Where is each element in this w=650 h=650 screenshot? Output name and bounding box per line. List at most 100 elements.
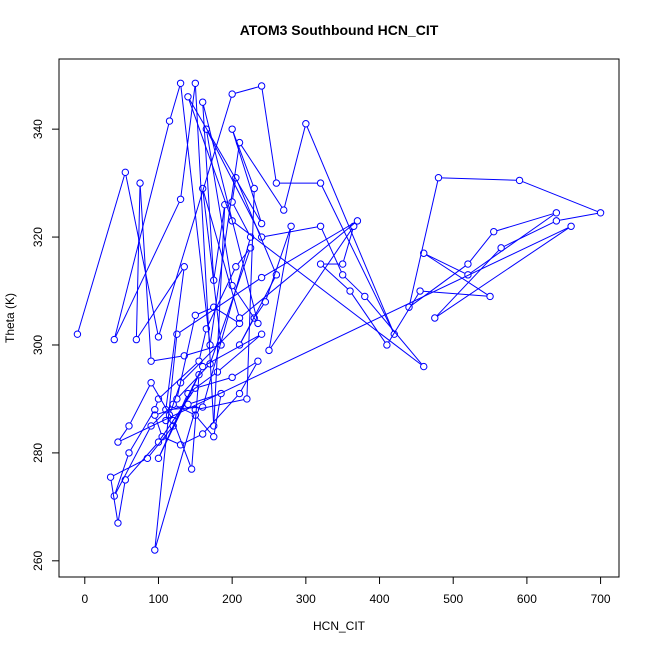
series-segment — [436, 249, 500, 317]
data-point — [420, 249, 428, 257]
series-segment — [366, 298, 423, 365]
series-segment — [189, 99, 261, 222]
chart-title: ATOM3 Southbound HCN_CIT — [240, 22, 439, 38]
series-segment — [409, 180, 439, 305]
series-segment — [179, 278, 260, 333]
data-point — [235, 319, 244, 328]
data-point — [206, 341, 214, 349]
data-point — [143, 454, 152, 462]
data-point — [434, 174, 443, 182]
data-point — [405, 303, 413, 311]
x-tick-label: 400 — [370, 592, 390, 606]
series-segment — [155, 401, 158, 407]
data-point — [176, 79, 185, 87]
series-segment — [240, 145, 283, 208]
data-point — [346, 287, 354, 295]
data-point — [217, 389, 225, 398]
series-segment — [197, 417, 213, 435]
data-point — [338, 260, 347, 268]
series-segment — [306, 126, 394, 332]
series-segment — [164, 437, 178, 444]
data-point — [176, 379, 185, 387]
series-segment — [177, 318, 196, 396]
series-segment — [321, 185, 394, 332]
series-segment — [213, 396, 222, 434]
data-point — [169, 400, 177, 409]
data-point — [184, 93, 192, 101]
data-point — [497, 244, 505, 252]
series-segment — [137, 269, 183, 338]
series-segment — [154, 355, 182, 362]
series-segment — [411, 265, 466, 306]
data-point — [353, 217, 362, 225]
data-point — [390, 330, 398, 338]
series-segment — [114, 124, 170, 337]
series-segment — [198, 308, 212, 315]
data-point — [272, 271, 281, 279]
series-segment — [496, 213, 554, 232]
series-segment — [130, 385, 151, 424]
series-segment — [343, 229, 354, 262]
data-point — [191, 411, 200, 419]
data-point — [169, 416, 177, 425]
series-segment — [110, 480, 118, 520]
data-point — [552, 217, 561, 225]
data-point — [210, 433, 218, 441]
data-point — [198, 184, 207, 193]
data-point — [383, 341, 391, 349]
y-tick-label: 280 — [31, 443, 45, 463]
series-segment — [322, 265, 349, 290]
plot-frame — [58, 58, 620, 578]
data-point — [191, 79, 200, 87]
data-point — [228, 217, 236, 225]
series-segment — [234, 222, 422, 366]
series-segment — [213, 207, 226, 423]
data-point — [257, 219, 266, 228]
series-segment — [237, 250, 250, 265]
series-segment — [207, 269, 235, 327]
data-point — [210, 276, 218, 284]
data-point — [246, 233, 255, 241]
y-tick-label: 300 — [31, 335, 45, 355]
series-segment — [203, 191, 240, 316]
data-point — [180, 352, 188, 360]
data-point — [254, 319, 262, 328]
data-point — [228, 373, 236, 382]
data-point — [235, 314, 244, 322]
data-point — [147, 379, 155, 387]
x-tick-label: 200 — [222, 592, 242, 606]
series-segment — [117, 482, 126, 520]
data-point — [106, 473, 115, 481]
data-point — [195, 370, 203, 379]
data-point — [261, 298, 270, 306]
data-point — [228, 125, 236, 133]
x-tick-label: 700 — [591, 592, 611, 606]
series-segment — [503, 221, 554, 247]
data-point — [114, 519, 122, 527]
data-point — [162, 406, 170, 414]
series-segment — [178, 365, 209, 397]
series-segment — [270, 228, 353, 349]
data-point — [198, 403, 207, 411]
series-segment — [190, 373, 216, 393]
data-point — [198, 98, 207, 106]
series-segment — [180, 86, 211, 342]
series-segment — [426, 254, 488, 296]
x-tick-label: 300 — [296, 592, 316, 606]
series-segment — [235, 86, 259, 94]
data-point — [136, 179, 144, 187]
series-segment — [202, 105, 215, 278]
series-segment — [125, 175, 159, 334]
data-point — [235, 138, 244, 147]
data-point — [184, 389, 192, 398]
series-segment — [182, 325, 238, 381]
data-point — [132, 335, 141, 344]
series-points — [73, 79, 605, 554]
data-point — [206, 360, 214, 368]
series-segment — [190, 394, 219, 404]
data-point — [184, 400, 192, 409]
series-layer — [73, 79, 605, 554]
series-segment — [470, 214, 555, 274]
data-point — [154, 333, 163, 341]
